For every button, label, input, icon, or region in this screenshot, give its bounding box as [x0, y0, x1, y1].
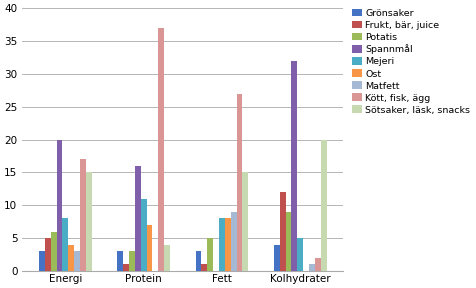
Bar	[274, 245, 280, 271]
Bar	[291, 61, 298, 271]
Bar	[280, 192, 286, 271]
Bar	[147, 225, 152, 271]
Bar	[298, 238, 303, 271]
Bar	[196, 251, 201, 271]
Legend: Grönsaker, Frukt, bär, juice, Potatis, Spannmål, Mejeri, Ost, Matfett, Kött, fis: Grönsaker, Frukt, bär, juice, Potatis, S…	[351, 7, 471, 115]
Bar	[50, 232, 57, 271]
Bar	[164, 245, 170, 271]
Bar	[68, 245, 74, 271]
Bar	[135, 166, 141, 271]
Bar	[141, 199, 147, 271]
Bar	[86, 173, 92, 271]
Bar	[159, 28, 164, 271]
Bar	[321, 140, 327, 271]
Bar	[237, 94, 242, 271]
Bar	[242, 173, 248, 271]
Bar	[201, 264, 207, 271]
Bar	[57, 140, 62, 271]
Bar	[39, 251, 45, 271]
Bar	[129, 251, 135, 271]
Bar	[286, 212, 291, 271]
Bar	[123, 264, 129, 271]
Bar	[45, 238, 50, 271]
Bar	[309, 264, 315, 271]
Bar	[207, 238, 213, 271]
Bar	[80, 159, 86, 271]
Bar	[117, 251, 123, 271]
Bar	[62, 219, 68, 271]
Bar	[225, 219, 231, 271]
Bar	[315, 258, 321, 271]
Bar	[74, 251, 80, 271]
Bar	[219, 219, 225, 271]
Bar	[231, 212, 237, 271]
